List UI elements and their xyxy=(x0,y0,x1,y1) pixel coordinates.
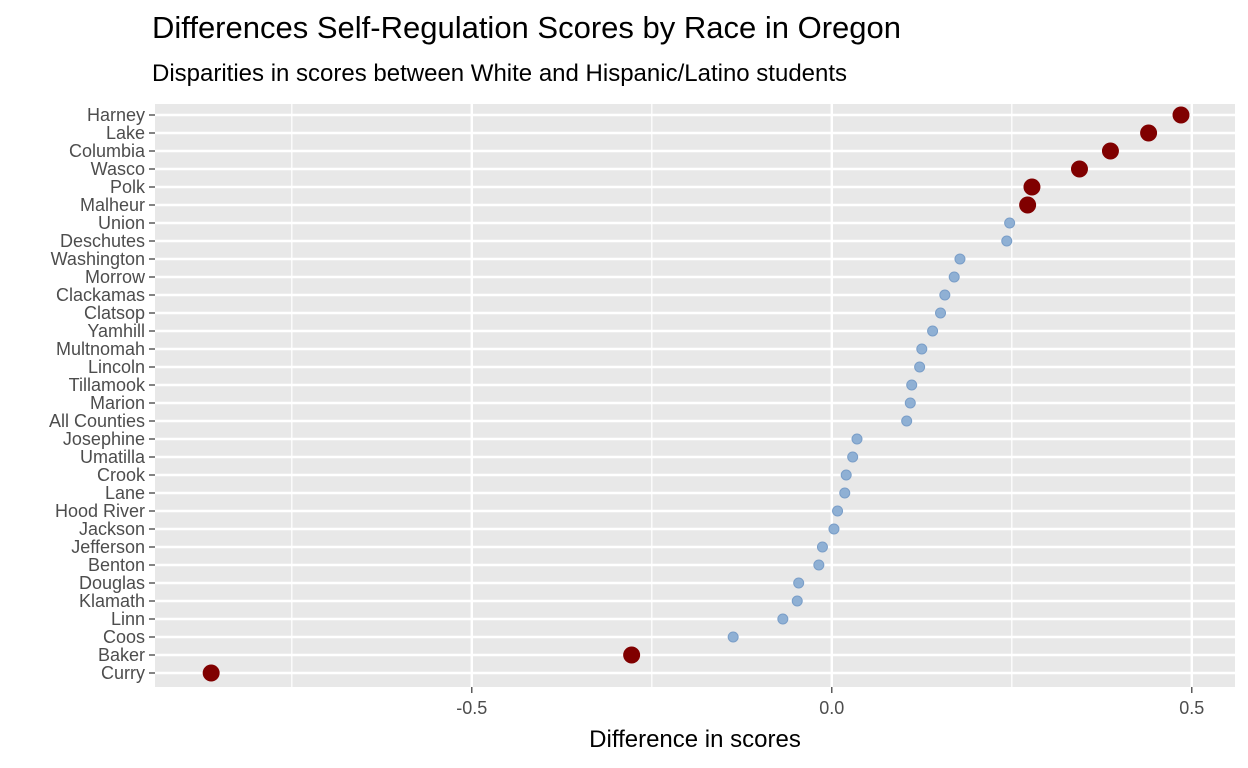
y-tick-label: Yamhill xyxy=(87,321,145,341)
data-point xyxy=(914,361,926,373)
y-tick-label: Marion xyxy=(90,393,145,413)
y-tick-label: Hood River xyxy=(55,501,145,521)
data-point xyxy=(839,487,851,499)
y-tick-label: Baker xyxy=(98,645,145,665)
data-point xyxy=(1004,217,1016,229)
data-point-highlight xyxy=(1140,124,1158,142)
y-tick-label: Douglas xyxy=(79,573,145,593)
y-tick-label: Coos xyxy=(103,627,145,647)
data-point xyxy=(832,505,844,517)
y-tick-label: Linn xyxy=(111,609,145,629)
data-point xyxy=(916,343,928,355)
data-point-highlight xyxy=(1101,142,1119,160)
y-tick-label: Harney xyxy=(87,105,145,125)
data-point xyxy=(828,523,840,535)
y-tick-label: Jackson xyxy=(79,519,145,539)
y-tick-label: Wasco xyxy=(91,159,145,179)
data-point xyxy=(793,577,805,589)
data-point xyxy=(816,541,828,553)
x-tick-label: 0.0 xyxy=(819,698,844,718)
y-tick-label: Clackamas xyxy=(56,285,145,305)
y-tick-label: Umatilla xyxy=(80,447,146,467)
y-tick-label: Columbia xyxy=(69,141,146,161)
y-tick-label: Klamath xyxy=(79,591,145,611)
y-tick-label: Jefferson xyxy=(71,537,145,557)
data-point xyxy=(906,379,918,391)
y-tick-label: Morrow xyxy=(85,267,146,287)
data-point-highlight xyxy=(1019,196,1037,214)
data-point xyxy=(954,253,966,265)
data-point-highlight xyxy=(202,664,220,682)
data-point-highlight xyxy=(1172,106,1190,124)
chart-title: Differences Self-Regulation Scores by Ra… xyxy=(152,10,901,45)
y-tick-label: Lake xyxy=(106,123,145,143)
x-tick-label: -0.5 xyxy=(456,698,487,718)
plot-panel xyxy=(155,104,1235,687)
y-tick-label: Multnomah xyxy=(56,339,145,359)
y-tick-label: Polk xyxy=(110,177,146,197)
data-point xyxy=(851,433,863,445)
y-tick-label: Josephine xyxy=(63,429,145,449)
data-point xyxy=(901,415,913,427)
data-point xyxy=(939,289,951,301)
data-point-highlight xyxy=(1070,160,1088,178)
data-point xyxy=(935,307,947,319)
y-tick-label: Clatsop xyxy=(84,303,145,323)
data-point xyxy=(777,613,789,625)
data-point xyxy=(904,397,916,409)
y-tick-label: Lincoln xyxy=(88,357,145,377)
y-tick-label: Crook xyxy=(97,465,146,485)
y-tick-label: Washington xyxy=(51,249,145,269)
data-point xyxy=(727,631,739,643)
data-point xyxy=(791,595,803,607)
data-point xyxy=(948,271,960,283)
y-tick-label: Lane xyxy=(105,483,145,503)
y-tick-label: Malheur xyxy=(80,195,145,215)
data-point xyxy=(813,559,825,571)
data-point-highlight xyxy=(1023,178,1041,196)
data-point xyxy=(927,325,939,337)
data-point-highlight xyxy=(623,646,641,664)
y-tick-label: All Counties xyxy=(49,411,145,431)
y-tick-label: Union xyxy=(98,213,145,233)
x-axis-title: Difference in scores xyxy=(589,726,801,753)
y-tick-label: Tillamook xyxy=(69,375,146,395)
x-tick-label: 0.5 xyxy=(1179,698,1204,718)
y-tick-label: Curry xyxy=(101,663,145,683)
data-point xyxy=(1001,235,1013,247)
data-point xyxy=(840,469,852,481)
data-point xyxy=(847,451,859,463)
y-tick-label: Deschutes xyxy=(60,231,145,251)
y-tick-label: Benton xyxy=(88,555,145,575)
chart-subtitle: Disparities in scores between White and … xyxy=(152,60,848,87)
